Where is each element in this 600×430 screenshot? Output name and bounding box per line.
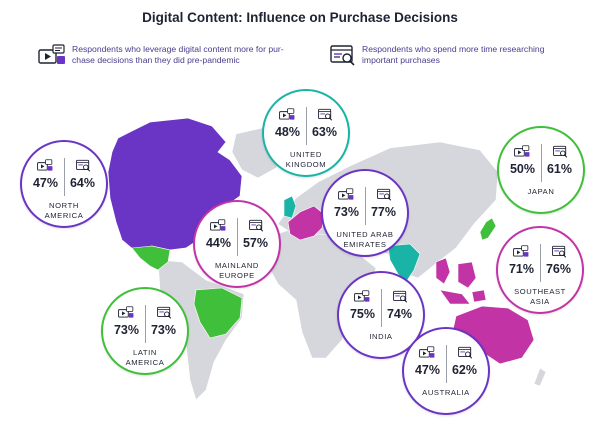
bubble-divider xyxy=(540,244,541,282)
metric-1-value: 71% xyxy=(508,262,535,276)
legend-text: Respondents who leverage digital content… xyxy=(72,44,284,65)
browser-search-icon xyxy=(377,189,392,201)
new-zealand-land xyxy=(533,367,547,387)
bubble-divider xyxy=(541,144,542,182)
region-name: JAPAN xyxy=(527,187,555,196)
metric-2-value: 64% xyxy=(69,176,95,190)
browser-search-icon xyxy=(393,291,408,303)
bubble-divider xyxy=(365,187,366,225)
bubble-icons xyxy=(404,344,488,362)
bubble-divider xyxy=(237,218,238,256)
india-highlight xyxy=(387,243,421,283)
brazil-highlight xyxy=(193,287,243,339)
metric-1-value: 44% xyxy=(205,236,232,250)
bubble-icons xyxy=(195,217,279,235)
browser-search-icon xyxy=(249,220,264,232)
bubble-divider xyxy=(145,305,146,343)
bubble-icons xyxy=(499,143,583,161)
region-name: NORTH AMERICA xyxy=(44,201,84,220)
bubble-icons xyxy=(103,304,187,322)
region-bubble-southeast-asia: 71% 76% SOUTHEAST ASIA xyxy=(496,226,584,314)
bubble-icons xyxy=(264,106,348,124)
page-title: Digital Content: Influence on Purchase D… xyxy=(142,10,458,25)
video-content-icon xyxy=(354,290,370,302)
southeast-asia-highlight xyxy=(435,257,487,305)
region-name: MAINLAND EUROPE xyxy=(214,261,259,280)
video-content-icon xyxy=(338,188,354,200)
region-name: UNITED ARAB EMIRATES xyxy=(336,230,394,249)
metric-2-value: 61% xyxy=(546,162,572,176)
bubble-icons xyxy=(339,288,423,306)
japan-highlight xyxy=(479,217,497,241)
region-name: AUSTRALIA xyxy=(422,388,470,397)
region-bubble-united-kingdom: 48% 63% UNITED KINGDOM xyxy=(262,89,350,177)
metric-2-value: 73% xyxy=(150,323,176,337)
video-content-icon xyxy=(419,346,435,358)
video-content-icon xyxy=(513,245,529,257)
video-content-icon xyxy=(514,145,530,157)
region-bubble-japan: 50% 61% JAPAN xyxy=(497,126,585,214)
region-bubble-mainland-europe: 44% 57% MAINLAND EUROPE xyxy=(193,200,281,288)
browser-search-icon xyxy=(552,246,567,258)
metric-2-value: 74% xyxy=(386,307,412,321)
bubble-divider xyxy=(381,289,382,327)
video-content-icon xyxy=(279,108,295,120)
metric-1-value: 75% xyxy=(349,307,376,321)
metric-2-value: 57% xyxy=(242,236,268,250)
legend-text: Respondents who spend more time research… xyxy=(362,44,545,65)
browser-search-icon xyxy=(553,146,568,158)
metric-1-value: 73% xyxy=(333,205,360,219)
region-name: UNITED KINGDOM xyxy=(285,150,327,169)
region-name: SOUTHEAST ASIA xyxy=(514,287,566,306)
legend-item-digital-content: Respondents who leverage digital content… xyxy=(38,44,308,66)
metric-2-value: 63% xyxy=(311,125,337,139)
video-content-icon xyxy=(38,44,65,64)
metric-2-value: 62% xyxy=(451,363,477,377)
metric-1-value: 48% xyxy=(274,125,301,139)
browser-search-icon xyxy=(76,160,91,172)
region-bubble-uae: 73% 77% UNITED ARAB EMIRATES xyxy=(321,169,409,257)
metric-1-value: 50% xyxy=(509,162,536,176)
bubble-icons xyxy=(498,243,582,261)
bubble-icons xyxy=(323,186,407,204)
region-bubble-latin-america: 73% 73% LATIN AMERICA xyxy=(101,287,189,375)
video-content-icon xyxy=(210,219,226,231)
video-content-icon xyxy=(118,306,134,318)
region-bubble-north-america: 47% 64% NORTH AMERICA xyxy=(20,140,108,228)
metric-1-value: 47% xyxy=(414,363,441,377)
bubble-divider xyxy=(64,158,65,196)
region-name: INDIA xyxy=(369,332,393,341)
browser-search-icon xyxy=(157,307,172,319)
video-content-icon xyxy=(37,159,53,171)
mexico-highlight xyxy=(131,245,171,271)
metric-2-value: 77% xyxy=(370,205,396,219)
legend-item-research-time: Respondents who spend more time research… xyxy=(330,44,565,66)
bubble-divider xyxy=(446,345,447,383)
region-name: LATIN AMERICA xyxy=(125,348,165,367)
metric-1-value: 73% xyxy=(113,323,140,337)
region-bubble-australia: 47% 62% AUSTRALIA xyxy=(402,327,490,415)
uk-highlight xyxy=(283,195,297,219)
browser-search-icon xyxy=(458,347,473,359)
mainland-europe-highlight xyxy=(287,205,325,241)
bubble-divider xyxy=(306,107,307,145)
metric-2-value: 76% xyxy=(545,262,571,276)
browser-search-icon xyxy=(318,109,333,121)
browser-search-icon xyxy=(330,45,355,66)
bubble-icons xyxy=(22,157,106,175)
metric-1-value: 47% xyxy=(32,176,59,190)
